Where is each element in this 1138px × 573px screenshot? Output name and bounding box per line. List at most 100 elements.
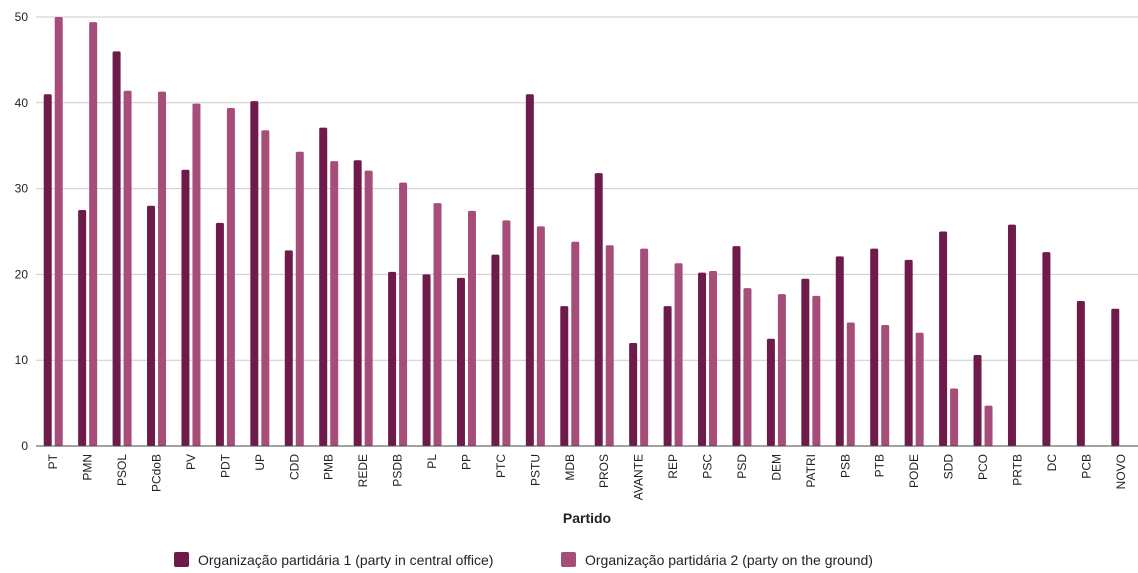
x-tick-label: PSTU: [528, 454, 542, 486]
bar-1-rep: [663, 306, 672, 446]
bar-1-prtb: [1007, 224, 1016, 446]
bar-2-psol: [123, 90, 132, 447]
x-axis-title: Partido: [563, 510, 611, 526]
bar-1-patri: [801, 278, 810, 446]
x-tick-label: CDD: [287, 454, 301, 480]
bar-2-pt: [54, 17, 63, 446]
bar-2-up: [261, 130, 270, 447]
bar-1-ptc: [491, 254, 500, 446]
x-tick-label: PROS: [597, 454, 611, 488]
bar-1-novo: [1111, 308, 1120, 446]
x-tick-label: PCO: [976, 454, 990, 480]
x-axis-ticks: PT PMN PSOL PCdoB PV PDT UP CDD PMB REDE PSDB PL PP P…: [46, 453, 1128, 500]
x-tick-label: PL: [425, 454, 439, 469]
bar-2-dem: [777, 294, 786, 446]
bar-1-pode: [904, 259, 913, 446]
y-tick-label: 20: [15, 267, 29, 281]
x-tick-label: REDE: [356, 454, 370, 487]
x-tick-label: PATRI: [804, 454, 818, 488]
x-tick-label: PCdoB: [150, 454, 164, 492]
bar-1-pcdob: [147, 205, 156, 446]
bar-1-pros: [594, 173, 603, 446]
x-tick-label: REP: [666, 454, 680, 479]
x-tick-label: PRTB: [1010, 454, 1024, 486]
y-tick-label: 10: [15, 353, 29, 367]
x-tick-label: PSDB: [391, 454, 405, 487]
bar-2-patri: [812, 295, 821, 446]
bar-1-dc: [1042, 252, 1051, 446]
x-tick-label: MDB: [563, 454, 577, 481]
bar-2-pstu: [536, 226, 545, 446]
bar-2-mdb: [571, 241, 580, 446]
bar-2-rep: [674, 263, 683, 446]
bar-1-rede: [353, 160, 362, 446]
bar-1-psdb: [388, 271, 397, 446]
bar-1-pco: [973, 355, 982, 446]
bar-1-pt: [43, 94, 52, 446]
bar-1-pcb: [1076, 300, 1085, 446]
y-tick-label: 30: [15, 182, 29, 196]
legend-label-series-1: Organização partidária 1 (party in centr…: [198, 552, 493, 568]
bar-1-psol: [112, 51, 121, 446]
x-tick-label: PMN: [81, 454, 95, 481]
gridlines: [36, 16, 1138, 361]
y-tick-label: 50: [15, 10, 29, 24]
bar-1-sdd: [939, 231, 948, 446]
bar-2-psb: [846, 322, 855, 446]
x-tick-label: PCB: [1079, 454, 1093, 479]
x-tick-label: AVANTE: [632, 454, 646, 500]
bar-1-up: [250, 101, 259, 447]
x-tick-label: PSD: [735, 454, 749, 479]
x-tick-label: DC: [1045, 454, 1059, 472]
bar-1-pstu: [525, 94, 534, 446]
x-tick-label: PDT: [218, 453, 232, 478]
bar-1-psb: [835, 256, 844, 446]
bar-2-sdd: [950, 388, 959, 446]
bar-2-cdd: [295, 151, 304, 446]
bar-2-pv: [192, 103, 201, 447]
bar-1-pp: [456, 277, 465, 446]
bar-2-pdt: [226, 107, 235, 446]
bar-1-pmb: [319, 127, 328, 446]
bar-2-psc: [709, 270, 718, 446]
x-tick-label: PP: [459, 454, 473, 470]
bar-1-mdb: [560, 306, 569, 446]
bar-2-pco: [984, 405, 993, 446]
bar-1-pdt: [215, 222, 224, 446]
x-tick-label: PODE: [907, 454, 921, 488]
bars: [43, 17, 1120, 447]
x-tick-label: NOVO: [1114, 454, 1128, 489]
y-tick-label: 40: [15, 96, 29, 110]
bar-1-pmn: [78, 210, 87, 446]
legend-label-series-2: Organização partidária 2 (party on the g…: [585, 552, 873, 568]
bar-1-pv: [181, 169, 190, 446]
bar-2-pcdob: [158, 91, 167, 447]
legend-swatch-series-1: [174, 552, 189, 567]
bar-2-pmn: [89, 22, 98, 446]
x-tick-label: PT: [46, 453, 60, 469]
bar-1-dem: [766, 338, 775, 446]
bar-2-psd: [743, 288, 752, 446]
legend-swatch-series-2: [561, 552, 576, 567]
x-tick-label: PMB: [322, 454, 336, 480]
bar-2-pode: [915, 332, 924, 446]
bar-2-rede: [364, 170, 373, 446]
x-tick-label: PSOL: [115, 454, 129, 486]
bar-1-psd: [732, 246, 741, 446]
legend: Organização partidária 1 (party in centr…: [174, 552, 873, 568]
x-tick-label: DEM: [769, 454, 783, 481]
y-tick-label: 0: [21, 439, 28, 453]
x-tick-label: PV: [184, 454, 198, 470]
y-axis-ticks: 0 10 20 30 40 50: [15, 10, 29, 453]
bar-2-pl: [433, 203, 442, 446]
x-tick-label: PTC: [494, 454, 508, 478]
bar-2-pmb: [330, 161, 339, 447]
bar-2-pros: [605, 245, 614, 446]
bar-1-ptb: [870, 248, 879, 446]
bar-2-pp: [467, 210, 476, 446]
bar-1-pl: [422, 274, 431, 446]
x-tick-label: PSC: [701, 454, 715, 479]
bar-1-cdd: [284, 250, 293, 446]
bar-1-psc: [698, 272, 707, 446]
